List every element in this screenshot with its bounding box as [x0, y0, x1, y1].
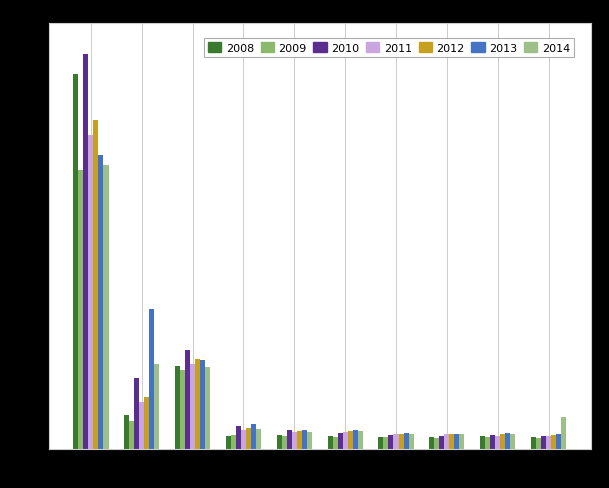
Bar — [124, 416, 129, 449]
Bar — [149, 309, 154, 449]
Bar — [439, 436, 445, 449]
Bar — [297, 431, 302, 449]
Bar — [384, 437, 389, 449]
Bar — [353, 430, 357, 449]
Bar — [541, 436, 546, 449]
Bar — [190, 364, 195, 449]
Bar — [154, 364, 160, 449]
Bar — [241, 430, 246, 449]
Bar — [495, 436, 500, 449]
Bar — [510, 434, 515, 449]
Bar — [195, 359, 200, 449]
Bar — [73, 75, 79, 449]
Bar — [343, 432, 348, 449]
Bar — [389, 435, 393, 449]
Bar — [88, 136, 93, 449]
Bar — [490, 435, 495, 449]
Bar — [459, 434, 465, 449]
Bar — [328, 436, 333, 449]
Bar — [378, 437, 384, 449]
Bar — [236, 426, 241, 449]
Bar — [139, 403, 144, 449]
Bar — [546, 436, 551, 449]
Bar — [104, 166, 108, 449]
Bar — [205, 367, 210, 449]
Bar — [556, 434, 561, 449]
Bar — [175, 366, 180, 449]
Bar — [505, 433, 510, 449]
Bar — [144, 397, 149, 449]
Bar — [231, 435, 236, 449]
Bar — [79, 171, 83, 449]
Bar — [500, 434, 505, 449]
Bar — [83, 55, 88, 449]
Bar — [180, 370, 185, 449]
Bar — [357, 431, 363, 449]
Legend: 2008, 2009, 2010, 2011, 2012, 2013, 2014: 2008, 2009, 2010, 2011, 2012, 2013, 2014 — [203, 39, 574, 58]
Bar — [393, 434, 398, 449]
Bar — [409, 434, 414, 449]
Bar — [276, 435, 282, 449]
Bar — [93, 121, 99, 449]
Bar — [348, 431, 353, 449]
Bar — [333, 437, 337, 449]
Bar — [302, 430, 307, 449]
Bar — [445, 434, 449, 449]
Bar — [434, 438, 439, 449]
Bar — [129, 421, 134, 449]
Bar — [398, 434, 404, 449]
Bar — [404, 433, 409, 449]
Bar — [99, 156, 104, 449]
Bar — [480, 436, 485, 449]
Bar — [185, 350, 190, 449]
Bar — [337, 433, 343, 449]
Bar — [449, 434, 454, 449]
Bar — [454, 434, 459, 449]
Bar — [307, 432, 312, 449]
Bar — [536, 438, 541, 449]
Bar — [256, 429, 261, 449]
Bar — [134, 378, 139, 449]
Bar — [287, 430, 292, 449]
Bar — [292, 432, 297, 449]
Bar — [200, 361, 205, 449]
Bar — [485, 437, 490, 449]
Bar — [429, 437, 434, 449]
Bar — [561, 418, 566, 449]
Bar — [551, 435, 556, 449]
Bar — [226, 436, 231, 449]
Bar — [246, 427, 251, 449]
Bar — [251, 424, 256, 449]
Bar — [531, 437, 536, 449]
Bar — [282, 436, 287, 449]
